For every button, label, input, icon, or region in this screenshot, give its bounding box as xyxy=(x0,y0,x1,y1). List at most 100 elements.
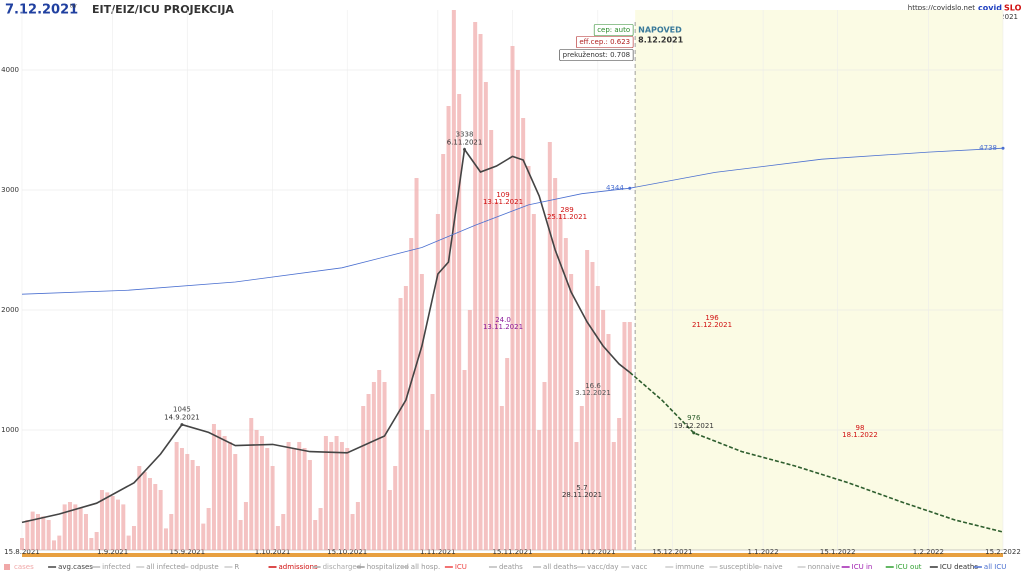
bar xyxy=(329,442,334,550)
legend-label: hospitalized xyxy=(367,563,409,571)
bar xyxy=(206,508,211,550)
annotation: 196 xyxy=(705,314,719,322)
info-box xyxy=(559,49,634,61)
legend-label: vacc xyxy=(631,563,647,571)
bar xyxy=(94,532,99,550)
y-tick-label: 3000 xyxy=(1,186,19,194)
bar xyxy=(233,454,238,550)
brand: SLO xyxy=(1004,4,1022,13)
y-tick-label: 4000 xyxy=(1,66,19,74)
bar xyxy=(174,442,179,550)
x-tick-label: 1.12.2021 xyxy=(580,548,616,556)
bar xyxy=(211,424,216,550)
point xyxy=(463,147,467,151)
x-tick-label: 1.11.2021 xyxy=(420,548,456,556)
bar xyxy=(307,460,312,550)
bar xyxy=(382,382,387,550)
x-tick-label: 1.10.2021 xyxy=(255,548,291,556)
bar xyxy=(478,34,483,550)
bar xyxy=(147,478,152,550)
legend-label: ICU out xyxy=(896,563,922,571)
legend-label: all infected xyxy=(146,563,185,571)
bar xyxy=(531,214,536,550)
point-date: 19.12.2021 xyxy=(674,422,714,430)
bar xyxy=(425,430,430,550)
bar xyxy=(217,430,222,550)
bar xyxy=(281,514,286,550)
legend-label: ICU xyxy=(455,563,467,571)
bar xyxy=(393,466,398,550)
bar xyxy=(318,508,323,550)
annotation-date: 18.1.2022 xyxy=(842,431,878,439)
bar xyxy=(526,166,531,550)
x-tick-label: 1.1.2022 xyxy=(747,548,778,556)
annotation: 24.0 xyxy=(495,316,511,324)
value-label: 4738 xyxy=(979,144,997,152)
x-tick-label: 15.1.2022 xyxy=(820,548,856,556)
bar xyxy=(41,516,46,550)
x-tick-label: 15.8.2021 xyxy=(4,548,40,556)
legend-label: admissions xyxy=(279,563,318,571)
bar xyxy=(377,370,382,550)
value-label: 1045 xyxy=(173,406,191,414)
bar xyxy=(355,502,360,550)
y-tick-label: 2000 xyxy=(1,306,19,314)
bar xyxy=(51,540,56,550)
legend-label: R xyxy=(234,563,239,571)
bar xyxy=(163,528,168,550)
bar xyxy=(558,214,563,550)
bar xyxy=(622,322,627,550)
legend-label: ICU deaths xyxy=(940,563,979,571)
bar xyxy=(238,520,243,550)
bar xyxy=(515,70,520,550)
bar xyxy=(419,274,424,550)
annotation: 289 xyxy=(560,206,573,214)
bar xyxy=(473,22,478,550)
legend-label: discharged xyxy=(323,563,362,571)
point-date: 6.11.2021 xyxy=(447,138,483,146)
bar xyxy=(227,442,232,550)
forecast-label: NAPOVED xyxy=(638,26,682,35)
bar xyxy=(35,514,40,550)
annotation-date: 21.12.2021 xyxy=(692,321,732,329)
value-label: 976 xyxy=(687,414,701,422)
legend-label: odpuste xyxy=(190,563,218,571)
annotation-date: 3.12.2021 xyxy=(575,389,611,397)
bar xyxy=(270,466,275,550)
bar xyxy=(361,406,366,550)
bar xyxy=(345,448,350,550)
legend-label: infected xyxy=(102,563,131,571)
forecast-region xyxy=(635,10,1003,550)
bar xyxy=(275,526,280,550)
bar xyxy=(387,490,392,550)
bar xyxy=(297,442,302,550)
legend-label: ICU in xyxy=(852,563,873,571)
point xyxy=(180,423,184,427)
bar xyxy=(313,520,318,550)
bar xyxy=(142,472,147,550)
bar xyxy=(57,535,62,550)
bar xyxy=(350,514,355,550)
legend-label: vacc/day xyxy=(587,563,618,571)
bar xyxy=(569,274,574,550)
bar xyxy=(403,286,408,550)
axis-strip xyxy=(22,553,1003,557)
bar xyxy=(537,430,542,550)
bar xyxy=(286,442,291,550)
annotation-date: 13.11.2021 xyxy=(483,198,523,206)
bar xyxy=(62,504,67,550)
x-tick-label: 1.9.2021 xyxy=(97,548,128,556)
point xyxy=(628,186,632,190)
bar xyxy=(30,511,35,550)
bar xyxy=(131,526,136,550)
bar xyxy=(606,334,611,550)
bar xyxy=(126,535,131,550)
legend-label: all deaths xyxy=(543,563,578,571)
bar xyxy=(222,436,227,550)
bar xyxy=(617,418,622,550)
info-box-text: cep: auto xyxy=(597,26,630,34)
info-box xyxy=(593,24,634,36)
annotation: 16.6 xyxy=(585,382,601,390)
bar xyxy=(169,514,174,550)
bar xyxy=(153,484,158,550)
